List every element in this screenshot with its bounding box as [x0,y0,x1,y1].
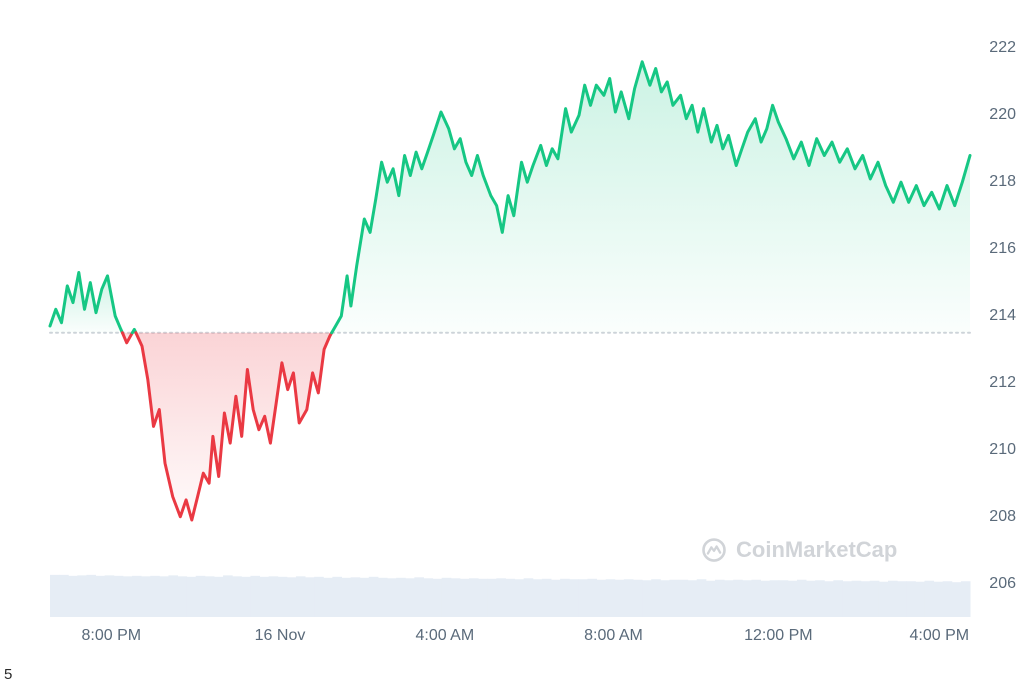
price-chart[interactable]: { "chart": { "type": "area", "width_px":… [0,0,1024,683]
y-tick-label: 212 [989,374,1016,392]
watermark: CoinMarketCap [700,536,897,564]
y-tick-label: 208 [989,508,1016,526]
x-tick-label: 16 Nov [255,627,306,645]
x-tick-label: 4:00 PM [910,627,970,645]
volume-bars [50,575,971,617]
corner-label: 5 [4,666,12,683]
y-tick-label: 214 [989,307,1016,325]
y-tick-label: 220 [989,106,1016,124]
x-tick-label: 8:00 AM [584,627,643,645]
x-tick-label: 12:00 PM [744,627,812,645]
y-tick-label: 218 [989,173,1016,191]
x-tick-label: 8:00 PM [82,627,142,645]
y-tick-label: 216 [989,240,1016,258]
watermark-text: CoinMarketCap [736,537,897,563]
y-tick-label: 210 [989,441,1016,459]
y-tick-label: 222 [989,39,1016,57]
chart-svg [0,0,1024,683]
y-tick-label: 206 [989,575,1016,593]
x-tick-label: 4:00 AM [415,627,474,645]
